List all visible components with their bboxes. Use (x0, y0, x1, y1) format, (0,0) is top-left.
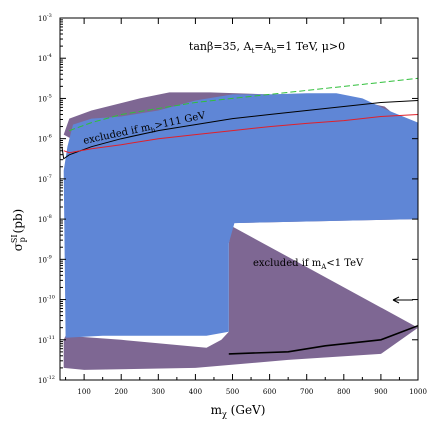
x-tick-label: 500 (226, 388, 239, 396)
arrow (392, 296, 413, 304)
curves (61, 77, 418, 355)
plot-frame (59, 17, 419, 381)
black-boundary (228, 324, 418, 355)
red-line (63, 114, 418, 154)
x-tick-label: 300 (152, 388, 165, 396)
x-tick-label: 700 (300, 388, 313, 396)
x-axis-title: mχ (GeV) (211, 403, 266, 419)
blue-region (63, 93, 418, 338)
y-tick-label: 10-7 (38, 174, 52, 184)
x-tick-label: 400 (189, 388, 202, 396)
y-tick-label: 10-4 (38, 53, 52, 63)
ticks: 100 200 300 400 500 600 700 800 900 1000 10-12 10-1… (38, 13, 427, 396)
y-axis-title: σSIp (pb) (10, 209, 27, 252)
y-tick-label: 10-10 (38, 295, 55, 305)
x-tick-label: 900 (374, 388, 387, 396)
x-tick-label: 100 (77, 388, 90, 396)
x-tick-label: 600 (263, 388, 276, 396)
x-tick-label: 1000 (409, 388, 427, 396)
y-tick-label: 10-9 (38, 254, 52, 264)
x-tick-label: 200 (115, 388, 128, 396)
black-line (61, 100, 418, 160)
x-tick-label: 800 (337, 388, 350, 396)
green-line (69, 77, 418, 132)
y-tick-label: 10-6 (38, 134, 52, 144)
y-tick-label: 10-11 (38, 335, 55, 345)
top-annotation: tanβ=35, At=Ab=1 TeV, μ>0 (189, 40, 345, 55)
regions (63, 92, 418, 370)
y-tick-label: 10-3 (38, 13, 52, 23)
mA-annotation: excluded if mA<1 TeV (253, 258, 364, 271)
y-tick-label: 10-12 (38, 375, 55, 385)
y-tick-label: 10-8 (38, 214, 52, 224)
y-tick-label: 10-5 (38, 93, 52, 103)
